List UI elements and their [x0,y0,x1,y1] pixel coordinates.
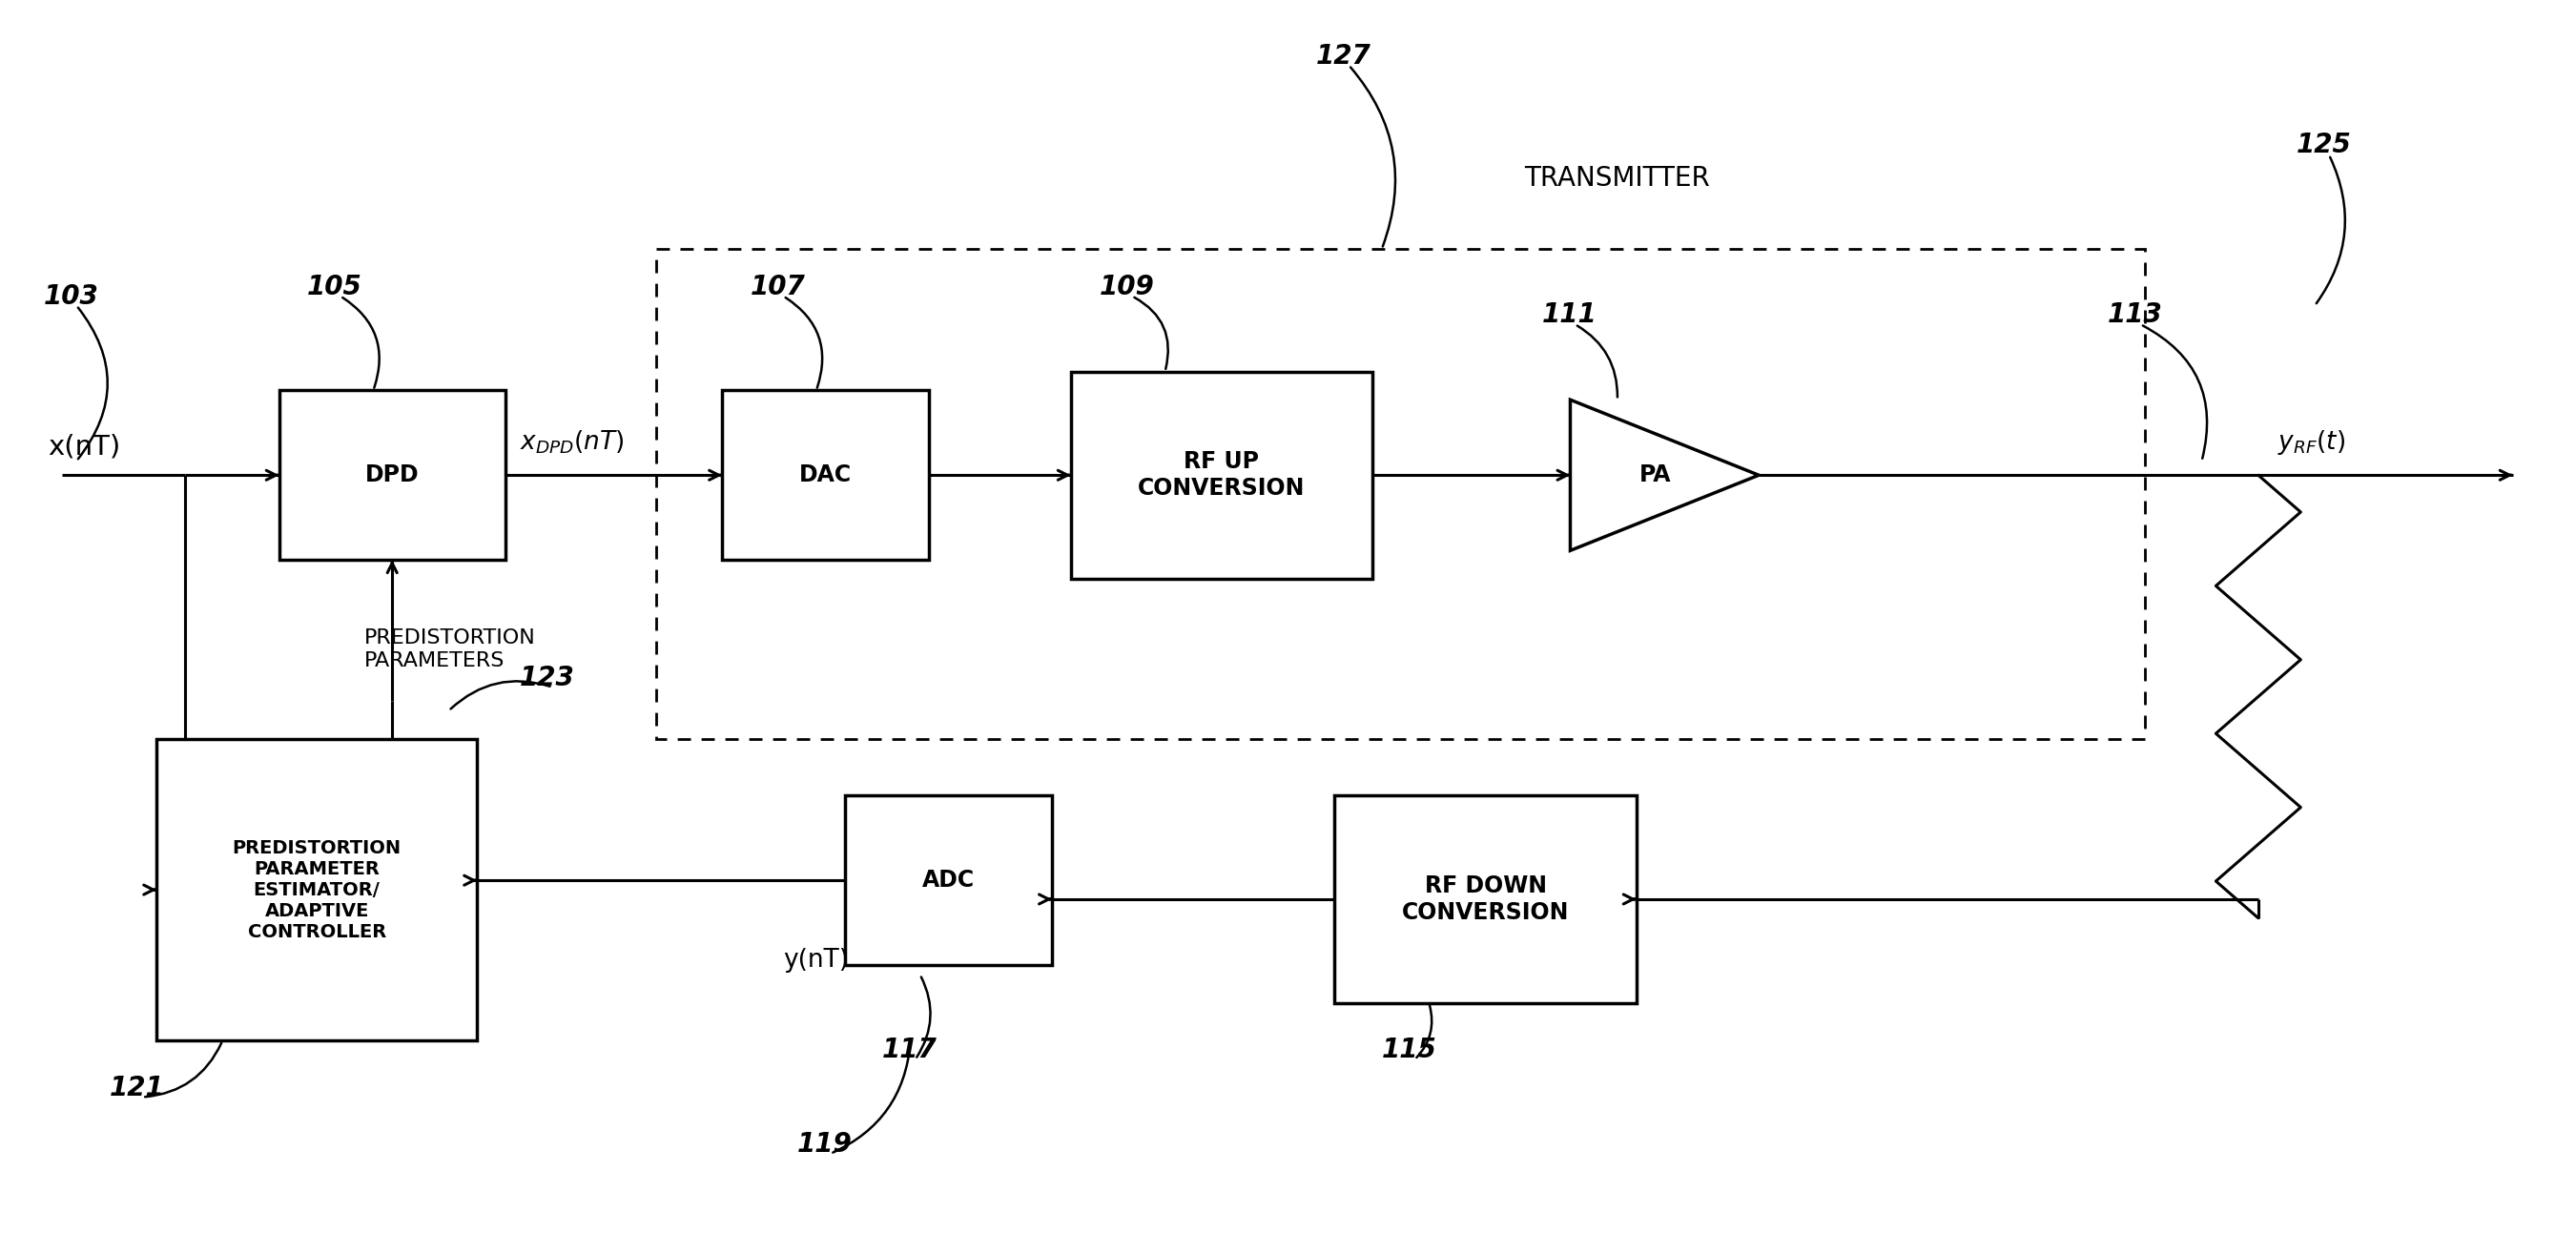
Polygon shape [1571,399,1759,551]
Text: 107: 107 [750,274,806,300]
Text: 117: 117 [881,1037,938,1063]
Text: 111: 111 [1543,302,1597,328]
Text: 109: 109 [1100,274,1154,300]
Bar [1334,795,1636,1002]
Text: PREDISTORTION
PARAMETERS: PREDISTORTION PARAMETERS [363,629,536,670]
Text: ADC: ADC [922,869,974,891]
Text: 103: 103 [44,282,98,309]
Text: PA: PA [1638,464,1672,487]
Bar [157,739,477,1041]
Bar [721,391,930,560]
Text: $y_{RF}(t)$: $y_{RF}(t)$ [2277,428,2344,456]
Text: TRANSMITTER: TRANSMITTER [1525,165,1710,191]
Text: 123: 123 [520,665,574,692]
Text: 119: 119 [799,1131,853,1158]
Text: DPD: DPD [366,464,420,487]
Text: RF DOWN
CONVERSION: RF DOWN CONVERSION [1401,874,1569,924]
Text: y(nT): y(nT) [783,948,850,973]
Text: 125: 125 [2295,132,2352,159]
Text: RF UP
CONVERSION: RF UP CONVERSION [1139,450,1306,499]
Text: x(nT): x(nT) [49,434,121,460]
Text: 105: 105 [307,274,363,300]
Text: 121: 121 [108,1074,165,1101]
Text: 113: 113 [2107,302,2164,328]
Text: PREDISTORTION
PARAMETER
ESTIMATOR/
ADAPTIVE
CONTROLLER: PREDISTORTION PARAMETER ESTIMATOR/ ADAPT… [232,838,402,941]
Bar [1072,371,1373,578]
Text: $x_{DPD}(nT)$: $x_{DPD}(nT)$ [520,429,623,456]
Text: 115: 115 [1381,1037,1437,1063]
Text: 127: 127 [1316,42,1370,69]
Text: DAC: DAC [799,464,853,487]
Bar [845,795,1051,965]
Bar [278,391,505,560]
